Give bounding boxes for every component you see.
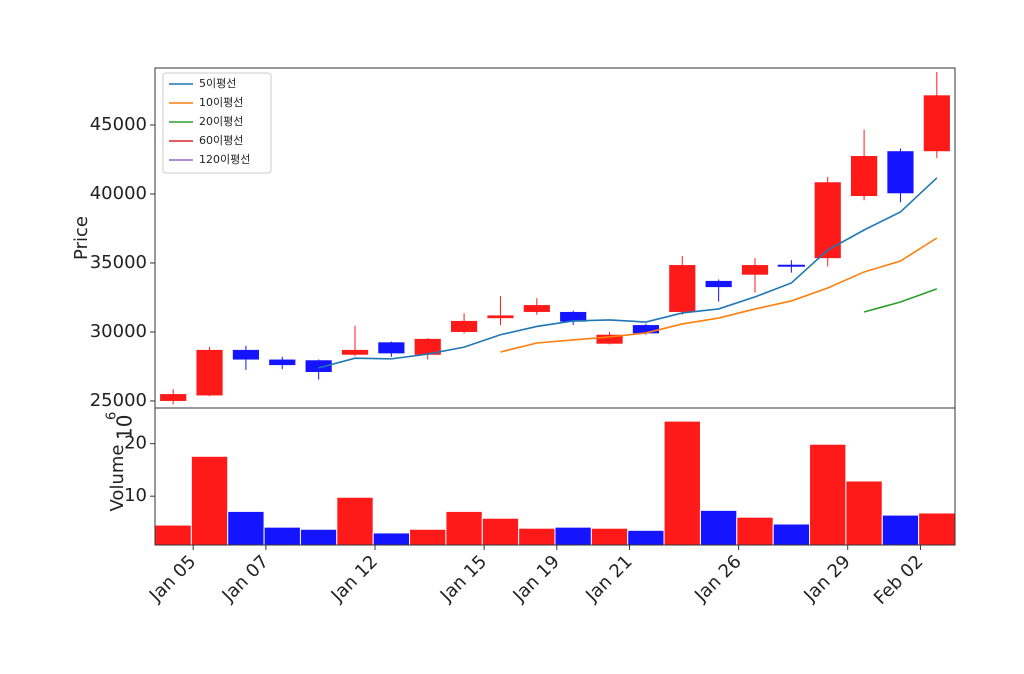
- volume-bar: [627, 529, 665, 546]
- x-tick-label: Jan 05: [145, 551, 200, 606]
- candle-body: [887, 151, 914, 194]
- candle-body: [305, 360, 332, 372]
- volume-bar: [481, 517, 520, 546]
- volume-bar: [845, 480, 883, 546]
- candle-body: [487, 315, 514, 319]
- volume-bar: [154, 524, 192, 546]
- legend-label: 10이평선: [199, 96, 243, 109]
- ma-line: [500, 237, 938, 353]
- volume-axis-label: Volume: [107, 445, 128, 512]
- x-tick-label: Jan 15: [436, 551, 491, 606]
- volume-bar: [809, 443, 847, 546]
- volume-offset-exponent: 6: [105, 412, 120, 420]
- legend-box: [162, 72, 272, 174]
- volume-frame: [154, 407, 956, 546]
- volume-bar: [772, 523, 811, 546]
- volume-bar: [554, 526, 592, 546]
- volume-bar: [445, 510, 483, 546]
- volume-y-tick-label: 10: [124, 485, 147, 506]
- volume-bar: [299, 528, 338, 546]
- volume-bar: [663, 420, 701, 546]
- ma-line: [863, 288, 938, 313]
- volume-bar: [518, 527, 556, 546]
- y-tick-label: 30000: [90, 321, 147, 342]
- candle-body: [632, 325, 659, 334]
- y-tick-label: 25000: [90, 390, 147, 411]
- candle-body: [777, 264, 805, 267]
- candle-body: [269, 359, 296, 366]
- volume-bar: [699, 509, 738, 546]
- volume-offset-base: 10: [113, 415, 137, 440]
- volume-bar: [263, 526, 301, 546]
- volume-bar: [336, 496, 374, 546]
- candle-body: [596, 334, 623, 344]
- x-tick-label: Feb 02: [870, 551, 928, 609]
- volume-bar: [881, 514, 920, 546]
- y-tick-label: 45000: [90, 114, 147, 135]
- x-tick-label: Jan 19: [508, 551, 563, 606]
- ma-line: [318, 177, 938, 369]
- x-tick-label: Jan 21: [581, 551, 636, 606]
- candle-body: [341, 349, 369, 355]
- legend-label: 20이평선: [199, 115, 243, 128]
- candle-body: [669, 265, 696, 312]
- y-tick-label: 35000: [90, 252, 147, 273]
- candle-body: [378, 342, 405, 354]
- legend-label: 5이평선: [199, 77, 236, 90]
- candle-body: [705, 280, 732, 288]
- candle-body: [741, 265, 769, 275]
- candle-body: [232, 349, 259, 360]
- candle-body: [523, 305, 550, 312]
- y-tick-label: 40000: [90, 183, 147, 204]
- price-axis-label: Price: [71, 216, 92, 260]
- volume-bar: [372, 532, 411, 546]
- candle-body: [160, 394, 187, 401]
- volume-bar: [190, 455, 229, 546]
- x-tick-label: Jan 29: [799, 551, 854, 606]
- candle-body: [451, 320, 478, 332]
- volume-bar: [227, 510, 265, 546]
- candle-body: [196, 349, 223, 396]
- volume-bar: [590, 527, 629, 546]
- volume-bar: [918, 512, 956, 546]
- candle-body: [814, 182, 841, 259]
- legend-label: 60이평선: [199, 134, 243, 147]
- x-tick-label: Jan 07: [218, 551, 273, 606]
- x-tick-label: Jan 12: [327, 551, 382, 606]
- candle-body: [851, 156, 878, 197]
- x-tick-label: Jan 26: [690, 551, 745, 606]
- volume-bar: [409, 528, 447, 546]
- candle-body: [560, 311, 587, 322]
- volume-y-tick-label: 20: [124, 433, 147, 454]
- candle-body: [923, 95, 950, 152]
- volume-bar: [736, 516, 774, 546]
- candle-body: [414, 338, 441, 355]
- legend-label: 120이평선: [199, 153, 250, 166]
